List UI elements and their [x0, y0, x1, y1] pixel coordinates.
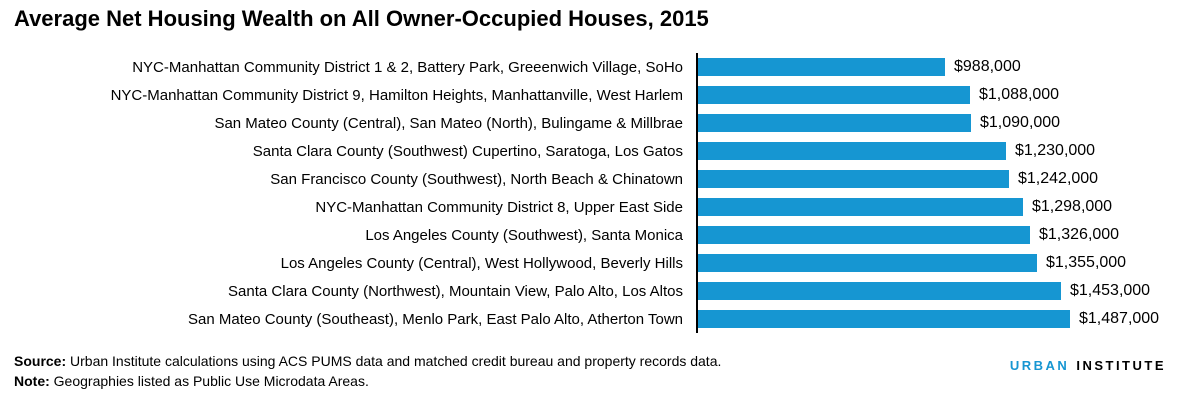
value-label: $1,230,000 [1015, 142, 1096, 159]
bar [698, 86, 970, 104]
bar [698, 170, 1009, 188]
plot-area: $1,242,000 [696, 165, 1182, 193]
value-label: $1,453,000 [1070, 282, 1151, 299]
chart-row: Los Angeles County (Central), West Holly… [0, 249, 1182, 277]
note-label: Note: [14, 373, 50, 389]
value-label: $1,242,000 [1018, 170, 1099, 187]
logo-institute-text: INSTITUTE [1076, 358, 1166, 373]
plot-area: $1,088,000 [696, 81, 1182, 109]
category-label: San Mateo County (Southeast), Menlo Park… [188, 310, 683, 328]
chart-row: NYC-Manhattan Community District 1 & 2, … [0, 53, 1182, 81]
value-label: $1,487,000 [1079, 310, 1160, 327]
bar [698, 58, 945, 76]
bar [698, 254, 1037, 272]
value-label: $1,355,000 [1046, 254, 1127, 271]
chart-row: Santa Clara County (Northwest), Mountain… [0, 277, 1182, 305]
chart-row: NYC-Manhattan Community District 9, Hami… [0, 81, 1182, 109]
category-label: NYC-Manhattan Community District 1 & 2, … [132, 58, 683, 76]
bar [698, 310, 1070, 328]
chart-row: San Mateo County (Southeast), Menlo Park… [0, 305, 1182, 333]
value-label: $1,088,000 [979, 86, 1060, 103]
category-label: Los Angeles County (Central), West Holly… [280, 254, 683, 272]
bar [698, 142, 1006, 160]
source-line: Source: Urban Institute calculations usi… [14, 351, 721, 371]
plot-area: $1,230,000 [696, 137, 1182, 165]
plot-area: $1,326,000 [696, 221, 1182, 249]
chart-row: NYC-Manhattan Community District 8, Uppe… [0, 193, 1182, 221]
category-label: Santa Clara County (Southwest) Cupertino… [252, 142, 683, 160]
logo-urban-text: URBAN [1009, 358, 1070, 373]
bar [698, 198, 1023, 216]
plot-area: $1,487,000 [696, 305, 1182, 333]
bar [698, 114, 971, 132]
bar [698, 226, 1030, 244]
bar-chart: NYC-Manhattan Community District 1 & 2, … [0, 53, 1182, 333]
plot-area: $988,000 [696, 53, 1182, 81]
source-label: Source: [14, 353, 67, 369]
category-label: Los Angeles County (Southwest), Santa Mo… [365, 226, 683, 244]
value-label: $1,298,000 [1032, 198, 1113, 215]
category-label: San Francisco County (Southwest), North … [270, 170, 683, 188]
value-label: $1,326,000 [1039, 226, 1120, 243]
bar [698, 282, 1061, 300]
category-label: NYC-Manhattan Community District 9, Hami… [110, 86, 683, 104]
plot-area: $1,453,000 [696, 277, 1182, 305]
plot-area: $1,298,000 [696, 193, 1182, 221]
urban-institute-logo: URBAN INSTITUTE [1010, 358, 1166, 373]
footnotes: Source: Urban Institute calculations usi… [14, 351, 721, 391]
chart-row: Santa Clara County (Southwest) Cupertino… [0, 137, 1182, 165]
value-label: $1,090,000 [980, 114, 1061, 131]
note-line: Note: Geographies listed as Public Use M… [14, 371, 721, 391]
chart-row: San Mateo County (Central), San Mateo (N… [0, 109, 1182, 137]
plot-area: $1,090,000 [696, 109, 1182, 137]
note-text: Geographies listed as Public Use Microda… [49, 373, 369, 389]
category-label: San Mateo County (Central), San Mateo (N… [214, 114, 683, 132]
value-label: $988,000 [954, 58, 1021, 75]
plot-area: $1,355,000 [696, 249, 1182, 277]
chart-row: San Francisco County (Southwest), North … [0, 165, 1182, 193]
category-label: Santa Clara County (Northwest), Mountain… [228, 282, 683, 300]
source-text: Urban Institute calculations using ACS P… [66, 353, 722, 369]
chart-title: Average Net Housing Wealth on All Owner-… [14, 6, 709, 31]
category-label: NYC-Manhattan Community District 8, Uppe… [315, 198, 683, 216]
chart-row: Los Angeles County (Southwest), Santa Mo… [0, 221, 1182, 249]
